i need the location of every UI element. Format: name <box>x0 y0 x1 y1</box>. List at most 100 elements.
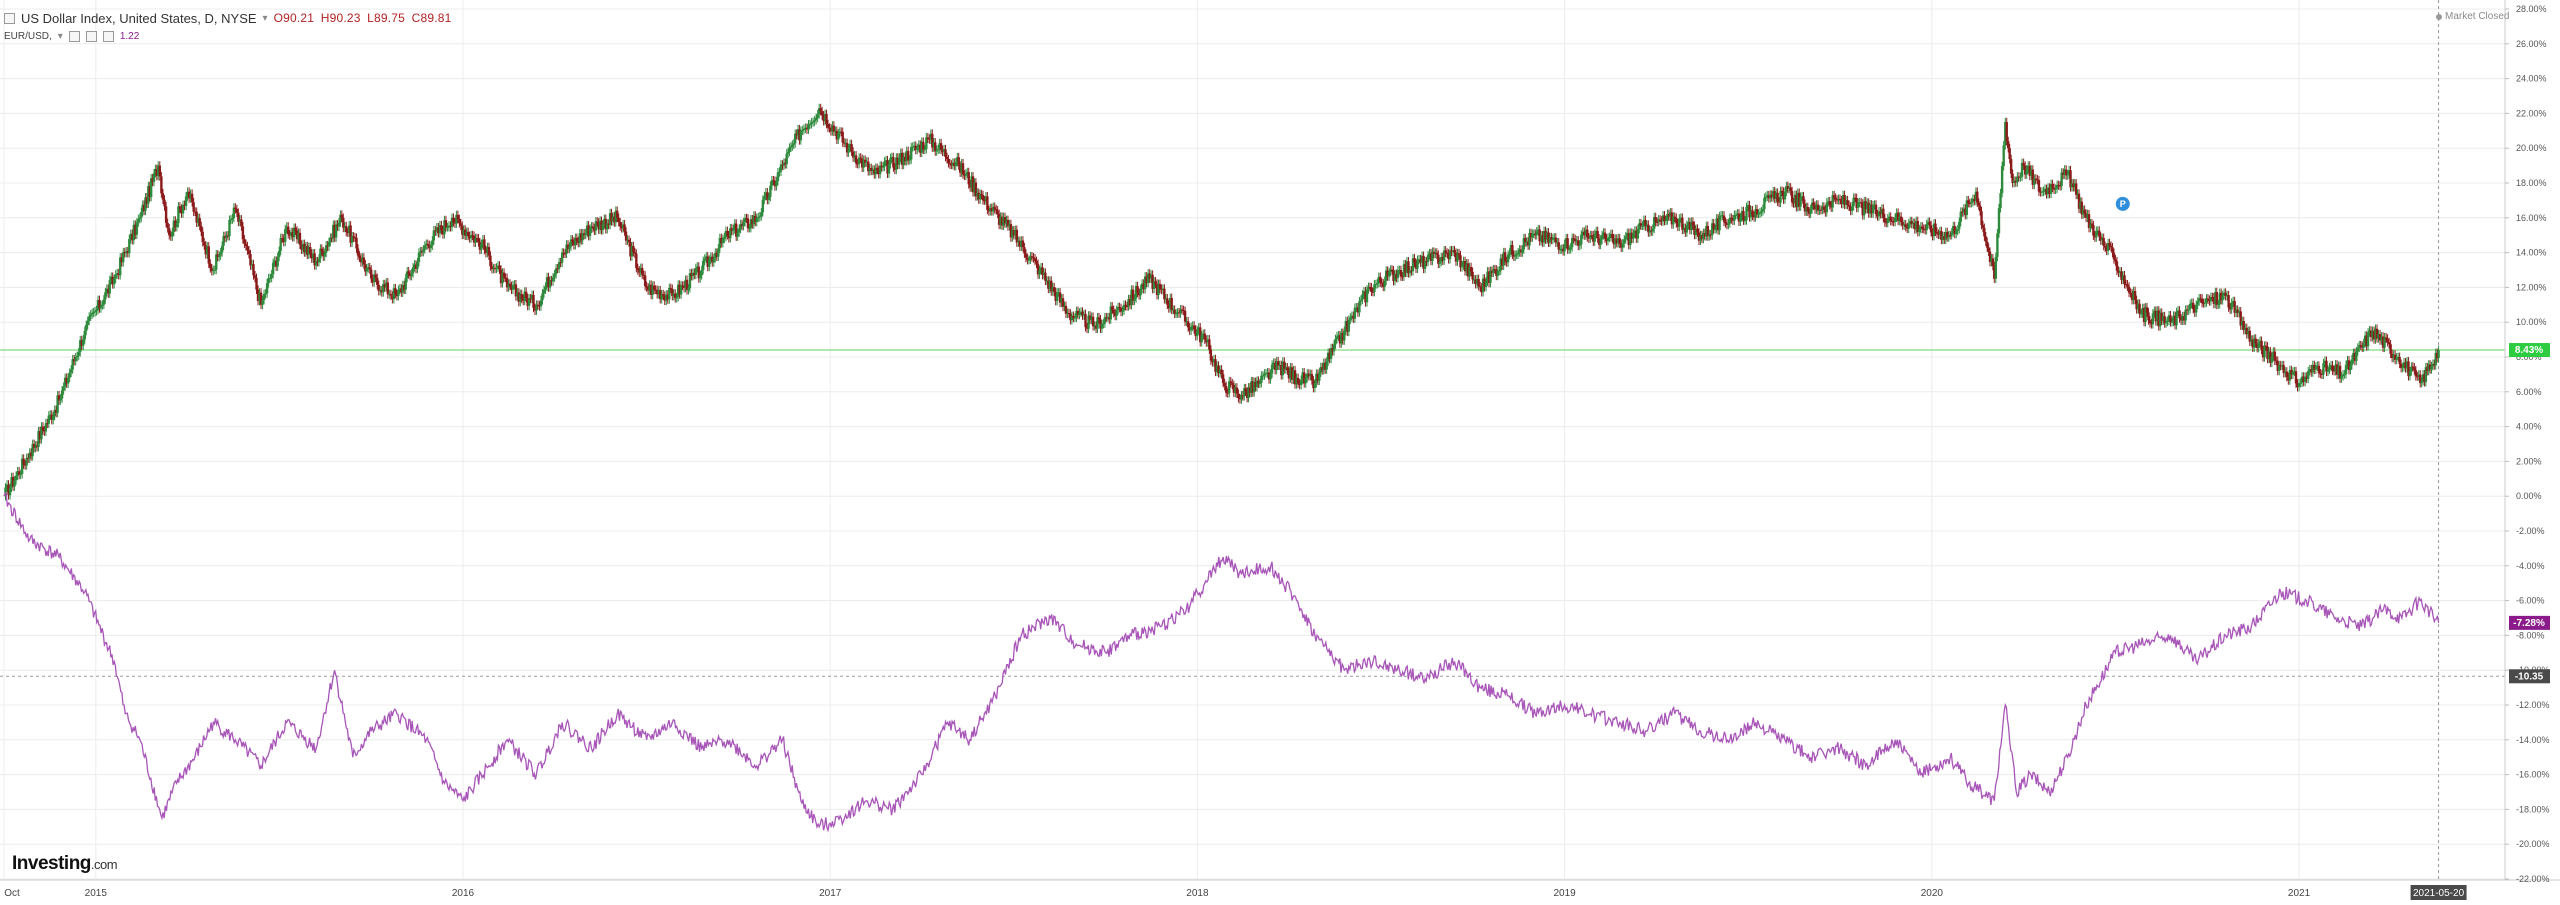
y-axis-ticks[interactable]: 28.00%26.00%24.00%22.00%20.00%18.00%16.0… <box>2505 4 2550 884</box>
candle-body <box>2096 230 2100 232</box>
x-axis-ticks[interactable]: Oct 2015 2016 2017 2018 2019 2020 2021 2021-05-2… <box>4 885 2467 900</box>
symbol-title[interactable]: US Dollar Index, United States, D, NYSE <box>21 11 257 26</box>
candle-body <box>588 228 592 237</box>
candle-body <box>1376 283 1379 285</box>
candle-body <box>1902 224 1906 226</box>
candle-body <box>129 233 132 240</box>
collapse-icon[interactable] <box>4 13 15 24</box>
candle-body <box>234 207 237 210</box>
candle-body <box>1395 273 1398 278</box>
candle-body <box>213 269 216 271</box>
candle-body <box>2086 214 2089 218</box>
investing-logo[interactable]: Investing.com <box>12 853 118 875</box>
candle-body <box>1956 229 1959 232</box>
candle-body <box>1702 233 1705 239</box>
candle-body <box>1475 278 1479 285</box>
candle-body <box>237 212 240 222</box>
candle-body <box>1793 194 1797 204</box>
candle-body <box>2016 176 2019 183</box>
chevron-down-icon[interactable]: ▾ <box>262 13 268 24</box>
candle-body <box>1377 276 1381 284</box>
candle-body <box>645 286 648 288</box>
candle-body <box>1203 333 1206 340</box>
candle-body <box>724 230 728 238</box>
candle-body <box>1867 202 1870 214</box>
settings-icon[interactable] <box>85 31 97 42</box>
compare-symbol[interactable]: EUR/USD, <box>4 31 52 42</box>
candle-body <box>217 255 221 258</box>
logo-suffix: .com <box>90 857 118 872</box>
close-icon[interactable] <box>102 31 114 42</box>
candle-body <box>2399 363 2403 369</box>
candle-body <box>249 254 252 266</box>
candle-body <box>1160 288 1163 290</box>
candle-body <box>246 246 249 251</box>
candle-body <box>1953 226 1956 234</box>
candle-body <box>1245 391 1249 398</box>
candle-body <box>2132 290 2135 301</box>
candle-body <box>2058 185 2062 187</box>
candle-body <box>1609 233 1613 238</box>
chevron-down-icon[interactable]: ▾ <box>57 31 63 42</box>
candle-body <box>984 196 988 201</box>
candle-body <box>1298 383 1301 385</box>
candle-body <box>440 225 443 231</box>
candle-body <box>1909 221 1912 224</box>
candle-body <box>1574 239 1577 242</box>
candle-body <box>41 426 45 431</box>
candle-body <box>1536 229 1540 232</box>
candle-body <box>2126 284 2129 287</box>
logo-name: Investing <box>12 853 91 874</box>
candle-body <box>2046 187 2050 195</box>
candle-body <box>23 464 27 466</box>
candle-body <box>120 257 123 263</box>
candle-body <box>1257 380 1260 384</box>
candle-body <box>2380 336 2383 341</box>
candle-body <box>1428 253 1431 256</box>
candle-body <box>870 168 873 171</box>
candle-body <box>954 162 957 167</box>
candle-body <box>2211 297 2214 299</box>
candle-body <box>273 260 276 263</box>
candle-body <box>948 163 952 165</box>
candle-body <box>1687 221 1690 226</box>
status-dot-icon <box>2436 13 2442 20</box>
candle-body <box>1186 321 1190 328</box>
candle-body <box>316 261 319 263</box>
candle-body <box>1143 276 1147 290</box>
candle-body <box>1844 200 1848 205</box>
candle-body <box>1785 186 1788 192</box>
candle-body <box>2416 376 2419 378</box>
candle-body <box>1760 211 1763 213</box>
candle-body <box>1290 367 1294 380</box>
candle-body <box>1669 212 1672 217</box>
candle-body <box>74 357 77 362</box>
candle-body <box>1038 270 1041 275</box>
candle-body <box>2431 363 2435 367</box>
eye-icon[interactable] <box>68 31 80 42</box>
candle-body <box>2426 367 2429 372</box>
candle-body <box>751 219 754 225</box>
candle-body <box>2374 328 2377 340</box>
candle-body <box>694 268 698 275</box>
candle-body <box>715 252 719 257</box>
candle-body <box>1774 192 1778 199</box>
candle-body <box>1691 221 1695 226</box>
event-marker[interactable]: P <box>2115 196 2130 211</box>
candle-body <box>1924 228 1927 231</box>
candle-body <box>690 273 693 277</box>
candle-body <box>2102 237 2105 246</box>
event-marker-icon[interactable] <box>2115 196 2130 211</box>
candle-body <box>2305 376 2308 379</box>
candle-body <box>464 229 467 236</box>
candle-body <box>1858 202 1861 204</box>
candle-body <box>1739 217 1742 222</box>
candle-body <box>791 144 794 147</box>
candle-body <box>676 284 680 298</box>
candle-body <box>1490 270 1494 273</box>
candle-body <box>1463 261 1467 272</box>
candle-body <box>785 153 788 165</box>
candle-body <box>688 273 692 289</box>
candle-body <box>844 142 847 144</box>
